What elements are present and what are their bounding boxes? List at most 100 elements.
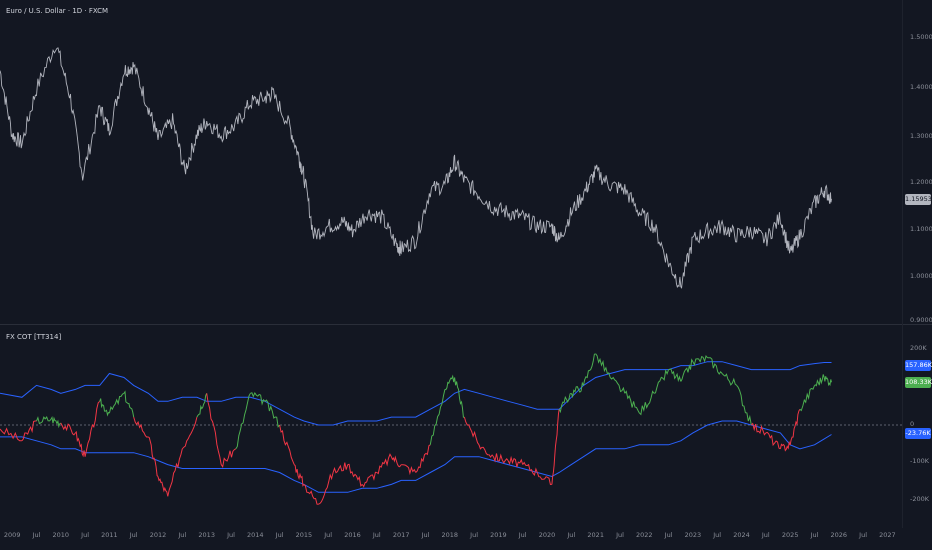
time-axis-label: 2018 xyxy=(441,531,459,539)
price-axis-label: 1.30000 xyxy=(910,132,932,140)
net-position-segment xyxy=(108,392,125,414)
net-position-segment xyxy=(157,476,169,497)
price-axis-label: 1.10000 xyxy=(910,225,932,233)
lower-band-line xyxy=(0,420,832,493)
indicator-title: FX COT [TT314] xyxy=(6,333,62,341)
net-position-segment xyxy=(789,408,801,445)
time-axis-label: Jul xyxy=(129,531,138,539)
net-position-segment xyxy=(220,448,237,468)
chart-title: Euro / U.S. Dollar · 1D · FXCM xyxy=(6,7,109,15)
net-position-segment xyxy=(250,391,266,406)
time-axis-label: 2025 xyxy=(781,531,799,539)
lower-band-badge: -23.76K xyxy=(905,428,931,439)
price-axis-label: 1.40000 xyxy=(910,83,932,91)
time-axis-label: Jul xyxy=(421,531,430,539)
net-position-segment xyxy=(736,385,752,426)
time-axis-label: Jul xyxy=(859,531,868,539)
net-position-segment xyxy=(415,444,431,473)
pane-divider[interactable] xyxy=(0,324,932,325)
price-line xyxy=(0,47,832,289)
net-position-segment xyxy=(361,471,377,488)
net-position-segment xyxy=(522,461,538,477)
time-axis-label: 2022 xyxy=(636,531,653,539)
net-position-segment xyxy=(293,464,305,487)
time-axis-label: Jul xyxy=(178,531,187,539)
net-position-segment xyxy=(332,462,349,474)
net-position-segment xyxy=(799,385,815,412)
indicator-axis-label: 200K xyxy=(910,344,927,352)
time-axis-label: 2017 xyxy=(392,531,410,539)
net-position-segment xyxy=(429,389,446,445)
net-position-segment xyxy=(167,448,183,497)
net-position-segment xyxy=(551,409,560,485)
net-position-segment xyxy=(133,416,149,438)
net-position-segment xyxy=(123,390,135,418)
net-position-segment xyxy=(765,431,781,450)
net-position-segment xyxy=(318,472,334,505)
time-axis-label: Jul xyxy=(324,531,333,539)
time-axis-label: 2020 xyxy=(538,531,556,539)
net-position-segment xyxy=(264,399,280,428)
net-position-segment xyxy=(779,440,791,452)
net-position-segment xyxy=(463,416,480,446)
net-position-segment xyxy=(50,416,62,429)
net-position-segment xyxy=(303,484,319,505)
time-axis-label: 2021 xyxy=(587,531,604,539)
net-position-segment xyxy=(279,424,295,465)
time-axis-label: Jul xyxy=(761,531,770,539)
net-position-segment xyxy=(196,393,208,418)
net-position-segment xyxy=(206,393,222,465)
time-axis-label: Jul xyxy=(32,531,41,539)
indicator-axis-label: -100K xyxy=(910,457,930,465)
net-position-segment xyxy=(653,369,670,394)
upper-band-badge: 157.86K xyxy=(905,360,932,371)
net-position-segment xyxy=(823,376,832,387)
net-position-badge: 108.33K xyxy=(905,377,932,388)
time-axis-label: Jul xyxy=(664,531,673,539)
net-position-segment xyxy=(478,444,494,458)
time-axis-label: Jul xyxy=(567,531,576,539)
time-axis-label: 2012 xyxy=(149,531,167,539)
time-axis-label: 2015 xyxy=(295,531,313,539)
net-position-segment xyxy=(583,353,596,386)
time-axis-label: Jul xyxy=(275,531,284,539)
net-position-segment xyxy=(595,353,611,378)
net-position-segment xyxy=(570,381,584,399)
time-axis-label: 2016 xyxy=(344,531,361,539)
net-position-segment xyxy=(624,390,640,414)
upper-band-line xyxy=(0,361,832,426)
time-axis-label: Jul xyxy=(81,531,90,539)
price-axis-label: 0.90000 xyxy=(910,316,932,324)
time-axis-label: 2014 xyxy=(247,531,264,539)
time-axis-label: Jul xyxy=(616,531,624,539)
net-position-segment xyxy=(454,377,465,418)
net-position-segment xyxy=(21,420,37,442)
time-axis-label: 2013 xyxy=(198,531,215,539)
net-position-segment xyxy=(376,453,392,475)
time-axis-label: Jul xyxy=(713,531,722,539)
price-axis-label: 1.50000 xyxy=(910,33,932,41)
net-position-segment xyxy=(721,373,738,386)
net-position-segment xyxy=(0,427,22,442)
net-position-segment xyxy=(36,416,52,425)
net-position-segment xyxy=(668,368,682,383)
time-axis-label: 2024 xyxy=(733,531,750,539)
net-position-segment xyxy=(707,357,723,375)
net-position-segment xyxy=(347,463,363,487)
price-axis-separator xyxy=(902,0,903,528)
net-position-segment xyxy=(750,422,767,436)
time-axis-label: 2010 xyxy=(52,531,70,539)
time-axis-label: Jul xyxy=(810,531,819,539)
indicator-axis-label: -200K xyxy=(910,495,930,503)
time-axis-label: 2023 xyxy=(684,531,702,539)
net-position-segment xyxy=(75,430,86,458)
net-position-segment xyxy=(814,374,825,387)
net-position-segment xyxy=(493,453,509,464)
net-position-segment xyxy=(639,390,655,416)
last-price-badge: 1.15953 xyxy=(905,194,932,205)
indicator-axis-label: 0 xyxy=(910,420,915,428)
net-position-segment xyxy=(181,416,198,450)
net-position-segment xyxy=(692,354,708,367)
